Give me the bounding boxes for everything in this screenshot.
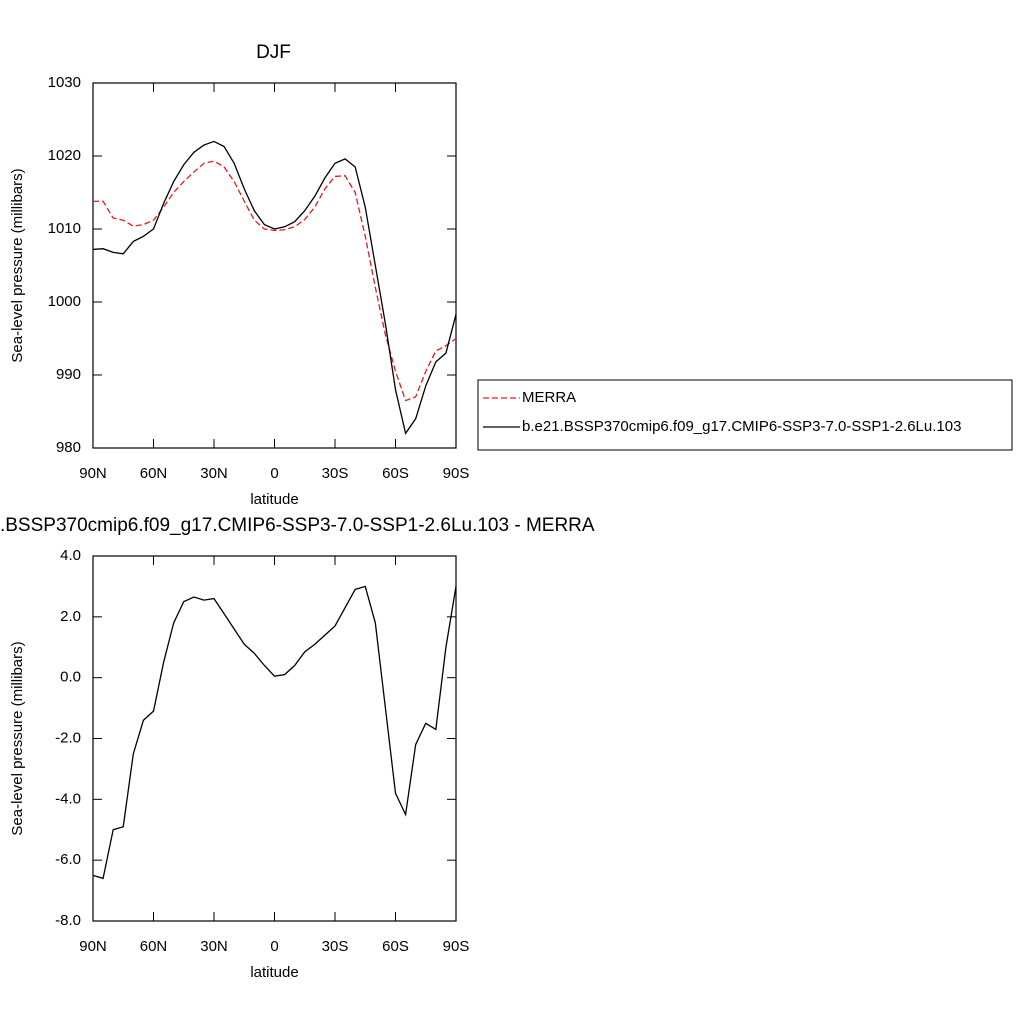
line-series	[93, 160, 457, 402]
y-axis-label: Sea-level pressure (millibars)	[9, 641, 26, 835]
legend-box	[477, 379, 1013, 451]
line-series	[92, 585, 457, 880]
y-tick-label: 1000	[48, 293, 81, 310]
plot-frame	[92, 82, 457, 449]
x-tick-label: 60N	[140, 938, 168, 955]
x-axis-label: latitude	[250, 491, 298, 508]
y-tick-label: -6.0	[55, 851, 81, 868]
y-tick-label: 4.0	[60, 547, 81, 564]
x-tick-label: 30S	[322, 938, 349, 955]
chart-title: b.e21.BSSP370cmip6.f09_g17.CMIP6-SSP3-7.…	[0, 515, 595, 536]
x-axis-label: latitude	[250, 964, 298, 981]
x-tick-label: 90S	[443, 465, 470, 482]
legend-label: b.e21.BSSP370cmip6.f09_g17.CMIP6-SSP3-7.…	[522, 418, 961, 435]
x-tick-label: 60S	[382, 938, 409, 955]
y-axis-label: Sea-level pressure (millibars)	[9, 168, 26, 362]
y-tick-label: -8.0	[55, 912, 81, 929]
x-tick-label: 90N	[79, 465, 107, 482]
x-tick-label: 90S	[443, 938, 470, 955]
y-tick-label: 2.0	[60, 608, 81, 625]
x-tick-label: 0	[270, 465, 278, 482]
line-series	[92, 140, 457, 435]
x-tick-label: 30S	[322, 465, 349, 482]
plot-frame	[92, 555, 457, 922]
x-tick-label: 30N	[200, 465, 228, 482]
y-tick-label: 990	[56, 366, 81, 383]
y-tick-label: 0.0	[60, 669, 81, 686]
x-tick-label: 30N	[200, 938, 228, 955]
x-tick-label: 60S	[382, 465, 409, 482]
x-tick-label: 90N	[79, 938, 107, 955]
y-tick-label: -4.0	[55, 790, 81, 807]
y-tick-label: 1020	[48, 147, 81, 164]
y-tick-label: 980	[56, 439, 81, 456]
y-tick-label: 1030	[48, 74, 81, 91]
y-tick-label: -2.0	[55, 729, 81, 746]
y-tick-label: 1010	[48, 220, 81, 237]
legend-label: MERRA	[522, 389, 576, 406]
chart-title: DJF	[256, 42, 291, 63]
x-tick-label: 0	[270, 938, 278, 955]
x-tick-label: 60N	[140, 465, 168, 482]
